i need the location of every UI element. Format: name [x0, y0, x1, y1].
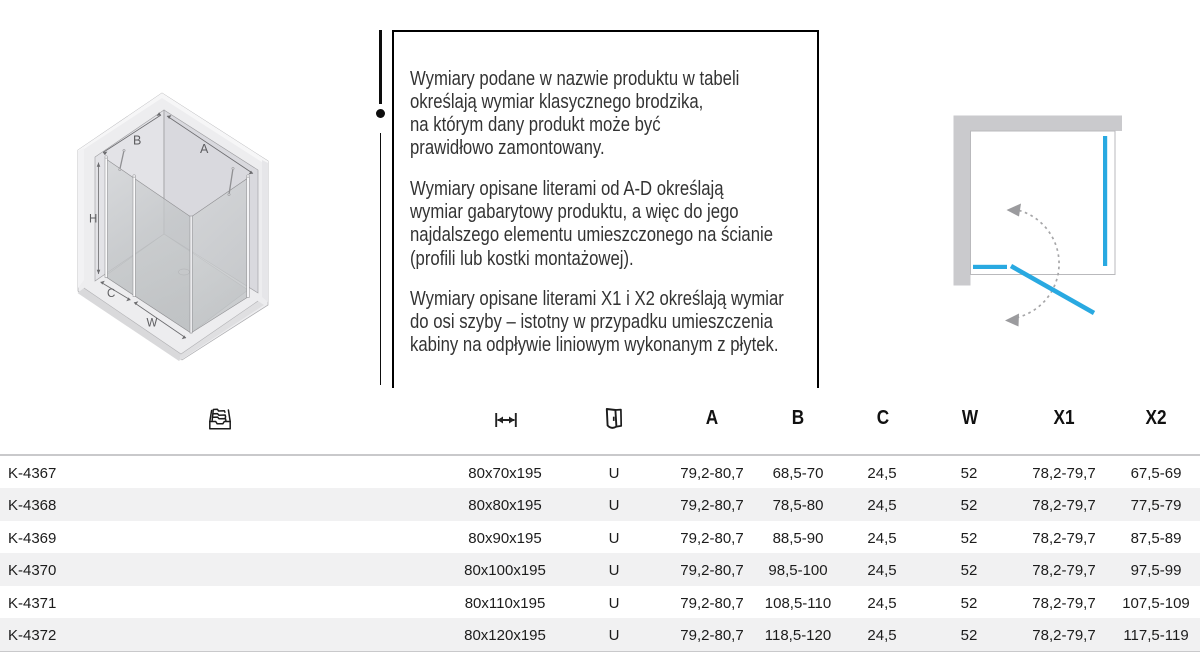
svg-text:H: H [89, 214, 97, 226]
svg-text:B: B [133, 134, 141, 148]
svg-text:W: W [147, 318, 158, 330]
svg-text:C: C [107, 288, 115, 300]
svg-text:A: A [200, 142, 209, 156]
